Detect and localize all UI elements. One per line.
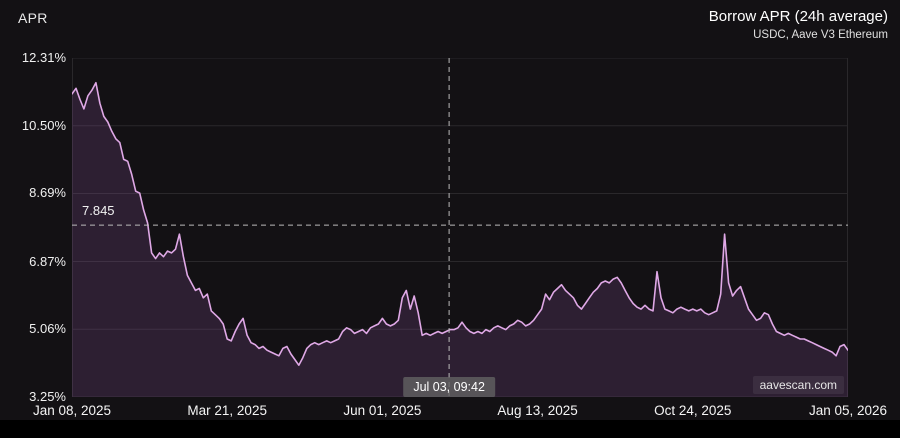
x-axis-label: Jan 05, 2026 <box>808 403 888 418</box>
y-axis-label: 8.69% <box>29 185 66 201</box>
x-axis-label: Mar 21, 2025 <box>187 403 267 418</box>
x-axis-label: Jan 08, 2025 <box>32 403 112 418</box>
y-axis-label: 5.06% <box>29 321 66 337</box>
y-axis-title: APR <box>18 10 48 26</box>
y-axis-label: 12.31% <box>21 50 66 65</box>
apr-line-chart <box>72 58 848 397</box>
chart-title: Borrow APR (24h average) <box>708 8 888 25</box>
y-axis-label: 6.87% <box>29 253 66 269</box>
x-axis-label: Aug 13, 2025 <box>497 403 578 418</box>
reference-line-label: 7.845 <box>82 203 115 219</box>
plot-area[interactable]: 7.845 Jul 03, 09:42 aavescan.com <box>72 58 848 397</box>
crosshair-tooltip: Jul 03, 09:42 <box>403 377 495 397</box>
y-axis-label: 10.50% <box>21 117 66 133</box>
x-axis-label: Jun 01, 2025 <box>343 403 422 418</box>
chart-subtitle: USDC, Aave V3 Ethereum <box>753 29 888 41</box>
y-axis-label: 3.25% <box>29 389 66 404</box>
x-axis-label: Oct 24, 2025 <box>654 403 732 418</box>
chart-header: Borrow APR (24h average) USDC, Aave V3 E… <box>709 8 888 41</box>
watermark: aavescan.com <box>752 376 844 394</box>
bottom-strip <box>0 420 900 438</box>
